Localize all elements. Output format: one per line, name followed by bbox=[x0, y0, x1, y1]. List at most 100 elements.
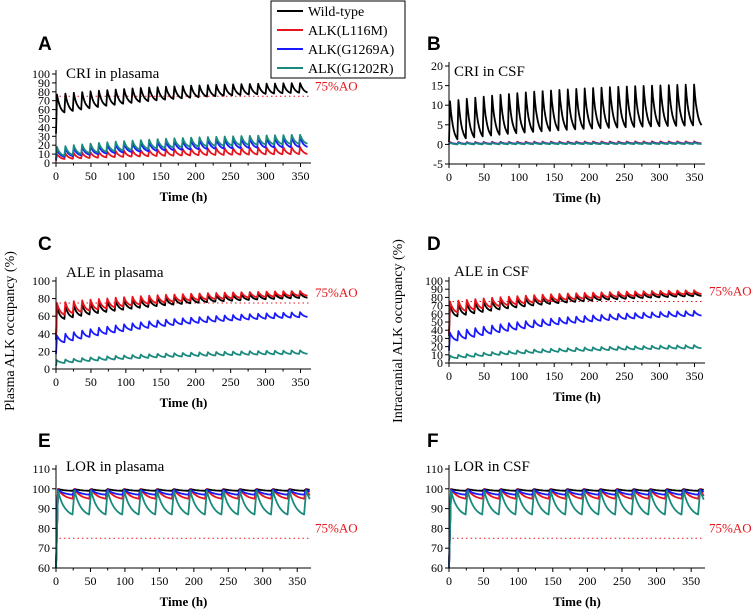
panel-title: LOR in plasama bbox=[66, 459, 165, 475]
y-tick-label: 60 bbox=[431, 307, 443, 321]
series-line-wild-type bbox=[55, 82, 308, 134]
series-line-wild-type bbox=[448, 488, 704, 569]
panel-letter: D bbox=[427, 234, 441, 255]
series-line-alk-g1202r- bbox=[55, 489, 311, 569]
y-tick-label: 100 bbox=[425, 274, 443, 288]
x-axis-label: Time (h) bbox=[160, 189, 208, 204]
x-tick-label: 200 bbox=[187, 169, 205, 183]
x-tick-label: 300 bbox=[648, 574, 666, 588]
x-tick-label: 50 bbox=[478, 574, 490, 588]
x-tick-label: 250 bbox=[615, 170, 633, 184]
x-tick-label: 300 bbox=[254, 574, 272, 588]
panel-letter: C bbox=[38, 234, 52, 255]
series-line-alk-l116m- bbox=[55, 146, 308, 162]
y-tick-label: 70 bbox=[431, 299, 443, 313]
x-axis-label: Time (h) bbox=[553, 594, 601, 609]
panel-title: ALE in CSF bbox=[454, 264, 529, 280]
legend: Wild-type ALK(L116M) ALK(G1269A) ALK(G12… bbox=[270, 0, 406, 79]
x-tick-label: 200 bbox=[580, 170, 598, 184]
x-tick-label: 100 bbox=[117, 169, 135, 183]
threshold-label: 75%AO bbox=[315, 78, 358, 93]
threshold-label: 75%AO bbox=[709, 284, 752, 299]
y-tick-label: 40 bbox=[38, 327, 50, 341]
x-tick-label: 200 bbox=[185, 574, 203, 588]
panel-title: LOR in CSF bbox=[454, 459, 530, 475]
x-tick-label: 300 bbox=[257, 375, 275, 389]
y-tick-label: 0 bbox=[437, 137, 443, 151]
x-tick-label: 300 bbox=[650, 369, 668, 383]
panel-title: ALE in plasama bbox=[66, 265, 164, 281]
panel-title: CRI in CSF bbox=[454, 64, 525, 80]
y-tick-label: 110 bbox=[32, 462, 50, 476]
series-line-alk-l116m- bbox=[55, 488, 311, 569]
y-tick-label: 50 bbox=[431, 315, 443, 329]
shared-ylabel-left: Plasma ALK occupancy (%) bbox=[3, 251, 18, 411]
x-tick-label: 0 bbox=[53, 169, 59, 183]
y-tick-label: 10 bbox=[431, 348, 443, 362]
panel-c: C ALE in plasama 75%AO 0 20 40 60 80 100 0 50 100 15… bbox=[32, 234, 358, 410]
x-tick-label: 350 bbox=[685, 369, 703, 383]
series-line-wild-type bbox=[55, 488, 310, 569]
x-tick-label: 100 bbox=[116, 574, 134, 588]
x-tick-label: 50 bbox=[478, 170, 490, 184]
series-line-alk-l116m- bbox=[448, 289, 702, 334]
series-line-alk-g1269a- bbox=[55, 136, 308, 160]
x-tick-label: 50 bbox=[84, 574, 96, 588]
x-tick-label: 50 bbox=[85, 169, 97, 183]
x-tick-label: 0 bbox=[53, 574, 59, 588]
x-tick-label: 150 bbox=[545, 369, 563, 383]
y-tick-label: 60 bbox=[38, 309, 50, 323]
y-tick-label: 80 bbox=[38, 521, 50, 535]
series-line-wild-type bbox=[448, 291, 702, 336]
y-tick-label: 70 bbox=[38, 541, 50, 555]
series-line-alk-g1269a- bbox=[448, 310, 702, 351]
y-tick-label: -5 bbox=[433, 157, 443, 171]
y-tick-label: 5 bbox=[437, 118, 443, 132]
threshold-label: 75%AO bbox=[315, 285, 358, 300]
y-tick-label: 70 bbox=[38, 94, 50, 108]
series-line-alk-g1202r- bbox=[55, 133, 308, 160]
threshold-label: 75%AO bbox=[709, 520, 752, 535]
x-tick-label: 350 bbox=[288, 574, 306, 588]
threshold-label: 75%AO bbox=[315, 520, 358, 535]
y-tick-label: 110 bbox=[425, 462, 443, 476]
y-tick-label: 60 bbox=[431, 561, 443, 575]
y-tick-label: 15 bbox=[431, 79, 443, 93]
y-tick-label: 30 bbox=[431, 331, 443, 345]
x-tick-label: 350 bbox=[685, 170, 703, 184]
x-tick-label: 50 bbox=[85, 375, 97, 389]
x-tick-label: 0 bbox=[53, 375, 59, 389]
y-tick-label: 0 bbox=[44, 156, 50, 170]
y-tick-label: 100 bbox=[32, 67, 50, 81]
y-tick-label: 80 bbox=[38, 292, 50, 306]
series-line-alk-g1202r- bbox=[448, 344, 702, 361]
x-tick-label: 50 bbox=[478, 369, 490, 383]
series-line-alk-g1269a- bbox=[448, 488, 705, 569]
series-line-alk-g1202r- bbox=[55, 349, 308, 366]
x-tick-label: 100 bbox=[117, 375, 135, 389]
x-tick-label: 250 bbox=[219, 574, 237, 588]
series-line-wild-type bbox=[55, 292, 308, 341]
series-line-alk-g1202r- bbox=[448, 141, 702, 146]
x-tick-label: 100 bbox=[509, 574, 527, 588]
series-line-alk-g1202r- bbox=[448, 489, 705, 569]
y-tick-label: 10 bbox=[38, 147, 50, 161]
y-tick-label: 90 bbox=[38, 76, 50, 90]
series-line-wild-type bbox=[448, 83, 703, 143]
y-tick-label: 20 bbox=[38, 138, 50, 152]
y-tick-label: 0 bbox=[437, 356, 443, 370]
y-tick-label: 40 bbox=[431, 323, 443, 337]
legend-label: Wild-type bbox=[308, 5, 364, 20]
legend-label: ALK(G1269A) bbox=[308, 43, 395, 58]
x-tick-label: 150 bbox=[152, 169, 170, 183]
y-tick-label: 80 bbox=[431, 290, 443, 304]
x-axis-label: Time (h) bbox=[553, 389, 601, 404]
x-tick-label: 150 bbox=[545, 170, 563, 184]
x-axis-label: Time (h) bbox=[160, 594, 208, 609]
panel-letter: F bbox=[427, 431, 439, 452]
y-tick-label: 100 bbox=[32, 482, 50, 496]
